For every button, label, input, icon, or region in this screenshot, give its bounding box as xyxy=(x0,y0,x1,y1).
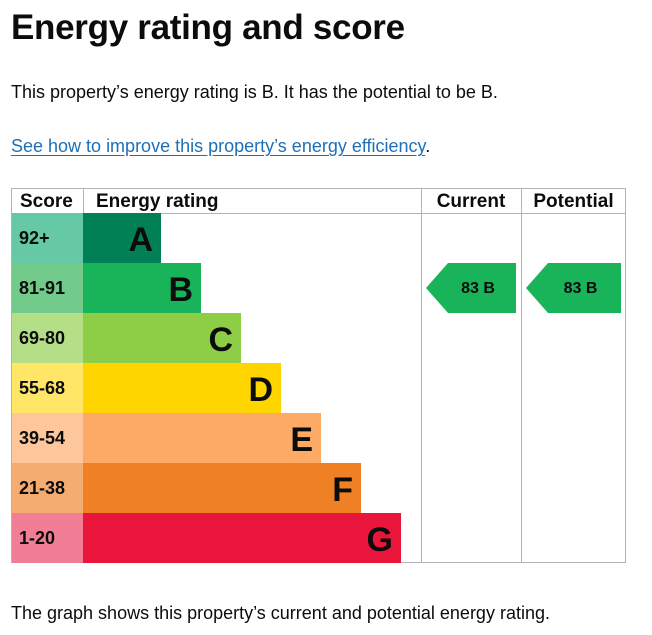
rating-bar-d xyxy=(83,363,281,413)
score-range-label: 55-68 xyxy=(19,378,65,398)
column-header-score: Score xyxy=(20,191,73,212)
rating-bar-g xyxy=(83,513,401,563)
current-rating-label: 83 B xyxy=(461,280,495,297)
score-range-label: 81-91 xyxy=(19,278,65,298)
chart-footnote: The graph shows this property’s current … xyxy=(11,603,550,623)
score-range-label: 1-20 xyxy=(19,528,55,548)
column-header-potential: Potential xyxy=(533,191,613,212)
score-range-label: 39-54 xyxy=(19,428,65,448)
score-cell xyxy=(12,263,83,313)
page-title: Energy rating and score xyxy=(11,8,405,47)
rating-letter: A xyxy=(128,221,153,259)
score-cell xyxy=(12,463,83,513)
link-suffix: . xyxy=(425,136,431,156)
rating-bar-a xyxy=(83,213,161,263)
score-cell xyxy=(12,213,83,263)
potential-rating-arrow xyxy=(526,263,621,313)
improve-paragraph: See how to improve this property’s energ… xyxy=(11,134,430,158)
column-header-current: Current xyxy=(437,191,506,212)
score-cell xyxy=(12,313,83,363)
rating-letter: C xyxy=(208,321,233,359)
score-range-label: 21-38 xyxy=(19,478,65,498)
rating-letter: G xyxy=(367,521,393,559)
column-header-energy-rating: Energy rating xyxy=(96,191,218,212)
rating-letter: F xyxy=(332,471,353,509)
rating-letter: B xyxy=(168,271,193,309)
score-range-label: 69-80 xyxy=(19,328,65,348)
rating-letter: E xyxy=(290,421,313,459)
rating-bar-c xyxy=(83,313,241,363)
potential-rating-label: 83 B xyxy=(564,280,598,297)
score-cell xyxy=(12,363,83,413)
current-rating-arrow xyxy=(426,263,516,313)
score-cell xyxy=(12,413,83,463)
rating-bar-e xyxy=(83,413,321,463)
score-range-label: 92+ xyxy=(19,228,50,248)
score-cell xyxy=(12,513,83,563)
rating-summary: This property’s energy rating is B. It h… xyxy=(11,82,498,102)
rating-bar-b xyxy=(83,263,201,313)
rating-letter: D xyxy=(248,371,273,409)
improve-efficiency-link[interactable]: See how to improve this property’s energ… xyxy=(11,136,426,156)
rating-bar-f xyxy=(83,463,361,513)
